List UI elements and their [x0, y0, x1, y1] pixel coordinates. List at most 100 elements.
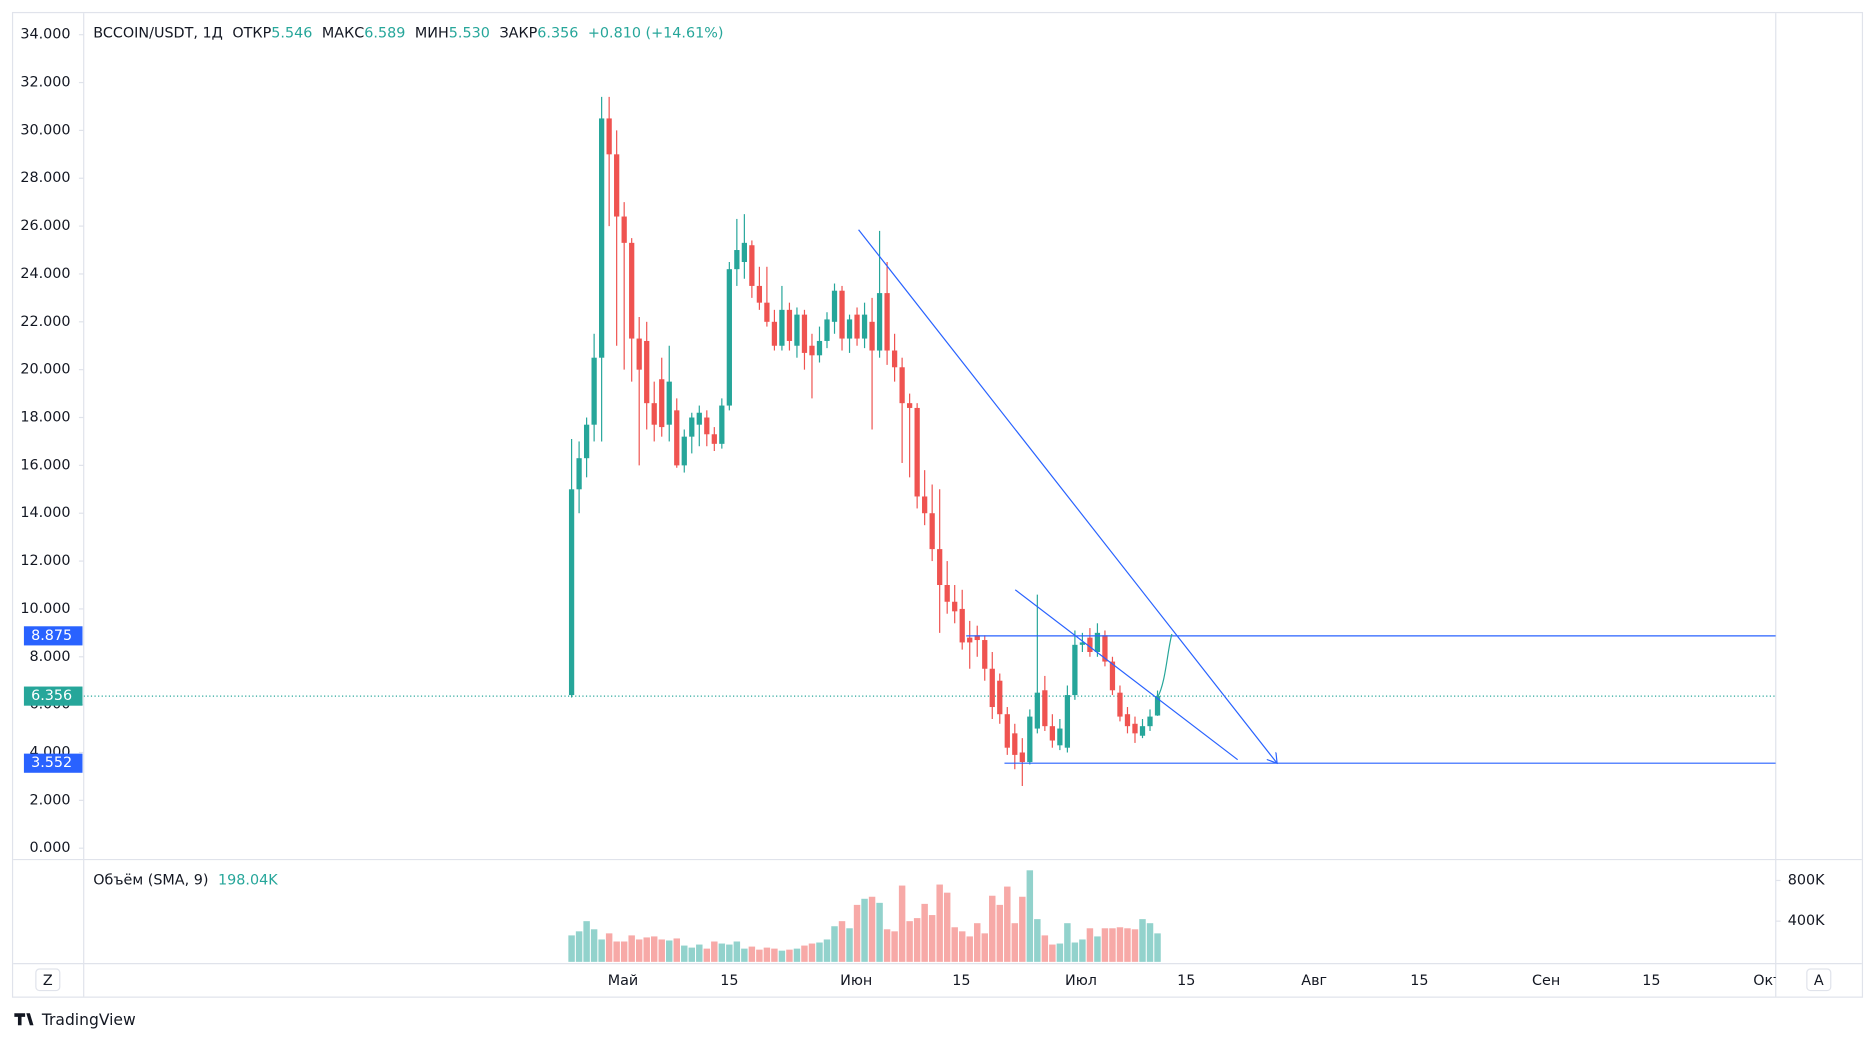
y-tick-label: 30.000 [20, 122, 70, 138]
volume-bar [793, 948, 801, 962]
y-tick-label: 14.000 [20, 505, 70, 521]
y-tick-label: 10.000 [20, 601, 70, 617]
volume-bar [703, 948, 711, 962]
x-tick-label: Июн [840, 973, 872, 989]
volume-bar [658, 939, 665, 962]
volume-bar [853, 904, 861, 962]
candle-body [1132, 723, 1138, 734]
candle-body [1139, 726, 1146, 736]
auto-button[interactable] [1806, 968, 1832, 992]
volume-bar [673, 938, 680, 962]
candle-body [1049, 726, 1055, 741]
volume-bar [868, 896, 876, 962]
y-tick-label: 12.000 [20, 553, 70, 569]
last-price-label: 6.356 [31, 688, 72, 704]
candle-body [891, 350, 898, 368]
candle-body [786, 309, 793, 341]
volume-bar [681, 945, 688, 962]
volume-bar [575, 931, 583, 962]
candle-body [1057, 728, 1063, 746]
candle-body [779, 309, 785, 346]
candle-body [606, 118, 612, 155]
x-tick-label: Сен [1532, 973, 1560, 989]
x-tick-label: 15 [1410, 973, 1428, 989]
volume-bar [1131, 929, 1139, 962]
x-tick-label: Окт [1753, 973, 1781, 989]
volume-bar [696, 944, 703, 962]
y-tick-label: 16.000 [20, 457, 70, 473]
volume-bar [756, 949, 763, 962]
candle-body [576, 458, 582, 490]
candle-body [659, 379, 665, 428]
candle-body [1124, 714, 1131, 727]
volume-bar [1094, 936, 1101, 962]
volume-bar [996, 904, 1004, 962]
x-tick-label: 15 [1177, 973, 1195, 989]
candle-body [1154, 696, 1161, 716]
volume-bar [650, 936, 658, 962]
y-tick-label: 0.000 [29, 840, 70, 856]
volume-bar [1049, 944, 1056, 962]
volume-bar [1124, 928, 1131, 962]
volume-bar [643, 937, 650, 962]
volume-bar [906, 921, 913, 962]
candle-body [764, 302, 770, 322]
candle-body [1012, 733, 1018, 755]
candle-body [801, 314, 808, 353]
y-tick-label: 20.000 [20, 362, 70, 378]
volume-bar [838, 921, 846, 962]
candle-body [974, 635, 980, 641]
volume-bar [1071, 942, 1079, 962]
volume-bar [786, 949, 793, 962]
candle-body [1094, 632, 1101, 652]
candle-body [937, 549, 943, 586]
volume-bar [958, 931, 966, 962]
candle-body [929, 513, 935, 550]
volume-bar [598, 939, 605, 962]
candle-body [831, 290, 838, 322]
x-tick-label: 15 [1642, 973, 1660, 989]
candle-body [1064, 695, 1071, 748]
volume-bar [1146, 923, 1154, 962]
volume-tick-label: 800K [1788, 872, 1825, 888]
candle-body [568, 489, 575, 696]
volume-bar [688, 947, 696, 962]
volume-bar [778, 950, 786, 962]
candle-body [809, 345, 815, 356]
z-button-label[interactable]: Z [43, 973, 53, 989]
auto-button-label[interactable]: A [1814, 973, 1824, 989]
x-tick-label: Май [608, 973, 638, 989]
candle-body [869, 321, 875, 351]
candle-body [1034, 692, 1040, 729]
volume-bar [823, 939, 831, 962]
y-tick-label: 18.000 [20, 410, 70, 426]
candle-body [629, 242, 635, 339]
volume-bar [936, 884, 943, 962]
candle-body [982, 640, 988, 669]
volume-bar [928, 915, 936, 962]
price-label: 8.875 [31, 628, 72, 644]
plot: Окт [83, 96, 1781, 989]
volume-bar [974, 923, 981, 962]
volume-bar [883, 929, 891, 962]
candle-body [741, 242, 747, 262]
last-price-bg [23, 686, 83, 706]
volume-bar [726, 944, 733, 962]
volume-bar [921, 903, 928, 962]
candle-body [846, 319, 853, 339]
volume-bar [635, 939, 643, 962]
volume-bar [1011, 923, 1019, 962]
volume-bar [808, 943, 816, 962]
z-button[interactable] [35, 968, 61, 992]
volume-bar [1004, 886, 1011, 962]
volume-tick-label: 400K [1788, 913, 1825, 929]
candle-body [1004, 714, 1010, 748]
candle-body [771, 321, 778, 346]
candle-body [1027, 716, 1033, 763]
volume-bar [1109, 928, 1116, 962]
candle-body [749, 245, 755, 286]
y-tick-label: 28.000 [20, 170, 70, 186]
volume-bar [1101, 928, 1109, 962]
